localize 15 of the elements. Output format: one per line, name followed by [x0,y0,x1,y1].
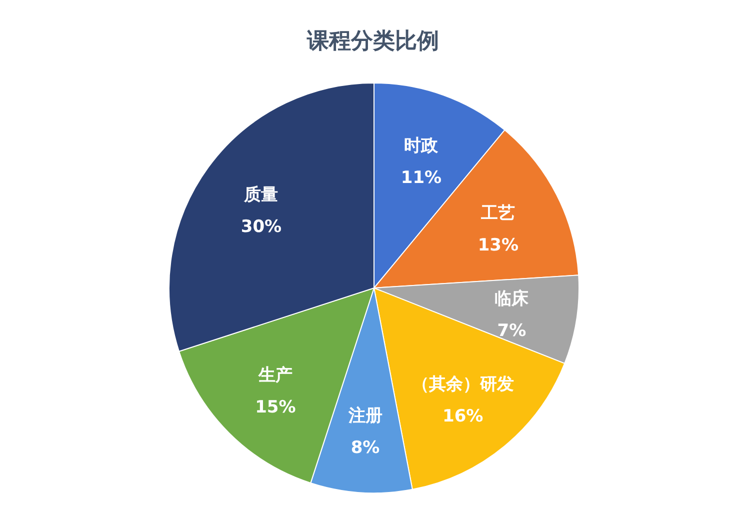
data-label: 15% [255,398,296,418]
slice-label: （其余）研发 [412,374,514,394]
data-label: 7% [497,320,526,341]
slice-label: 生产 [257,366,292,386]
data-label: 11% [400,168,442,188]
chart-title: 课程分类比例 [306,29,439,54]
slice-label: 时政 [404,136,440,156]
slice-label: 注册 [347,406,382,426]
slice-label: 质量 [243,185,278,206]
data-label: 8% [350,438,380,458]
slice-label: 工艺 [480,204,516,224]
data-label: 13% [478,236,519,256]
data-label: 16% [442,406,484,426]
data-label: 30% [240,217,282,238]
slice-label: 临床 [494,288,530,309]
